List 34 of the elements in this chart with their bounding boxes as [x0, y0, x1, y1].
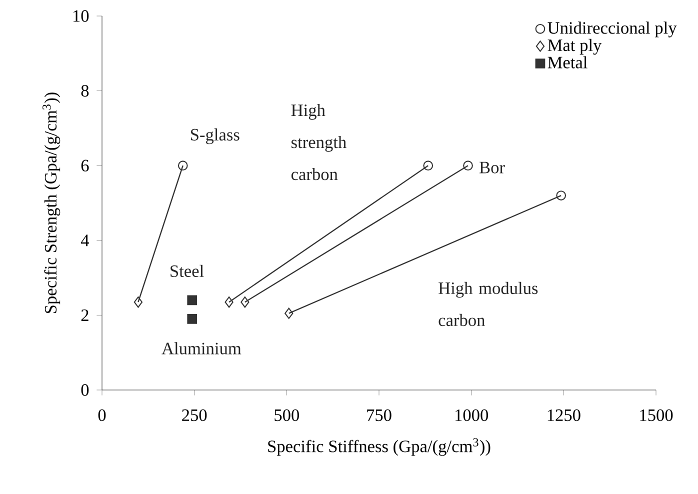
- x-tick-label: 500: [274, 409, 300, 422]
- x-tick-label: 750: [367, 409, 392, 422]
- annotation: Bor: [480, 162, 505, 174]
- legend-label: Mat ply: [548, 38, 602, 55]
- y-axis-title: Specific Strength (Gpa/(g/cm$^{3}$)): [42, 92, 60, 314]
- y-tick-label: 10: [73, 10, 89, 22]
- y-tick-label: 8: [81, 84, 89, 97]
- point: [134, 296, 143, 308]
- annotation: High strength carbon: [291, 104, 346, 180]
- x-tick-label: 250: [182, 409, 207, 422]
- annotation: Aluminium: [162, 342, 242, 354]
- point: [284, 308, 294, 319]
- y-tick-label: 2: [81, 309, 88, 321]
- x-tick-label: 1000: [456, 409, 488, 422]
- x-tick-label: 1250: [548, 409, 580, 422]
- annotation: S-glass: [191, 128, 240, 144]
- point: [187, 295, 198, 306]
- annotation: Steel: [170, 264, 204, 278]
- y-tick-label: 4: [80, 234, 90, 246]
- y-tick-label: 6: [81, 160, 89, 172]
- annotation: High modulus carbon: [438, 282, 538, 326]
- point: [224, 296, 234, 308]
- x-axis-title: Specific Stiffness (Gpa/(g/cm$^{3}$)): [268, 438, 490, 456]
- point: [463, 160, 473, 171]
- legend-label: Metal: [548, 56, 588, 68]
- legend-label: Unidireccional ply: [548, 22, 677, 38]
- x-tick-label: 0: [98, 409, 106, 422]
- point: [423, 160, 434, 171]
- point: [556, 190, 566, 200]
- point: [240, 296, 250, 308]
- x-tick-label: 1500: [640, 409, 673, 422]
- point: [187, 314, 198, 324]
- point: [178, 160, 188, 171]
- y-tick-label: 0: [81, 384, 89, 396]
